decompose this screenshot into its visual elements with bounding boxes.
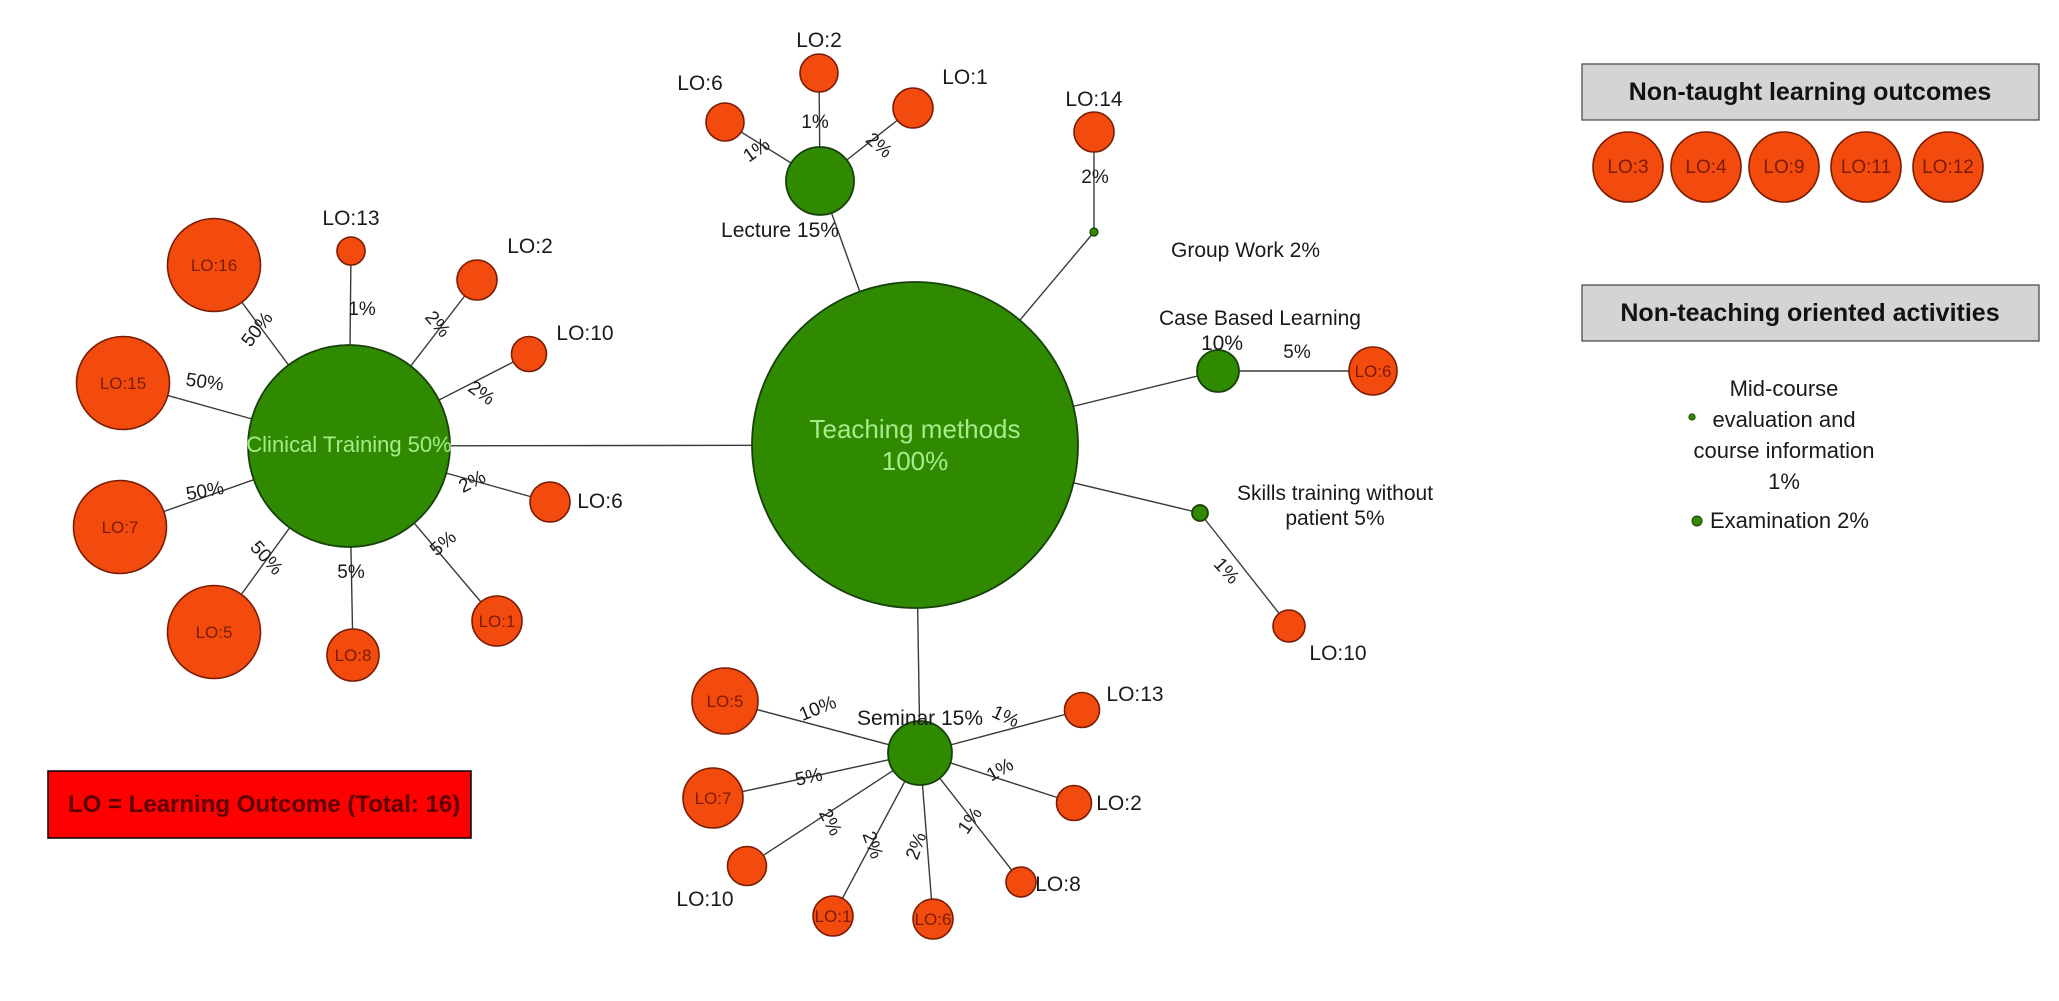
svg-text:LO:6: LO:6: [915, 910, 952, 929]
svg-text:Clinical Training 50%: Clinical Training 50%: [246, 432, 451, 457]
svg-text:LO:1: LO:1: [815, 907, 852, 926]
svg-text:LO:7: LO:7: [695, 789, 732, 808]
svg-text:LO = Learning Outcome (Total:: LO = Learning Outcome (Total: 16): [68, 791, 460, 818]
svg-text:Case Based Learning: Case Based Learning: [1159, 307, 1361, 330]
svg-text:evaluation and: evaluation and: [1712, 407, 1855, 432]
svg-text:1%: 1%: [348, 299, 376, 320]
svg-text:LO:13: LO:13: [322, 207, 379, 230]
svg-text:LO:10: LO:10: [556, 322, 613, 345]
svg-text:Teaching methods: Teaching methods: [809, 414, 1020, 444]
svg-text:LO:11: LO:11: [1841, 157, 1891, 178]
svg-text:LO:8: LO:8: [335, 646, 372, 665]
svg-text:LO:8: LO:8: [1035, 873, 1081, 896]
svg-text:LO:1: LO:1: [479, 612, 516, 631]
svg-text:LO:5: LO:5: [707, 692, 744, 711]
svg-text:LO:4: LO:4: [1685, 157, 1727, 178]
svg-text:LO:15: LO:15: [100, 374, 146, 393]
svg-text:Lecture 15%: Lecture 15%: [721, 219, 839, 242]
svg-text:patient 5%: patient 5%: [1285, 507, 1384, 530]
svg-text:LO:2: LO:2: [507, 235, 553, 258]
svg-text:LO:1: LO:1: [942, 66, 988, 89]
svg-text:Mid-course: Mid-course: [1730, 376, 1839, 401]
svg-text:100%: 100%: [882, 446, 949, 476]
svg-text:Non-teaching oriented activiti: Non-teaching oriented activities: [1620, 299, 1999, 327]
svg-text:Non-taught learning outcomes: Non-taught learning outcomes: [1629, 78, 1992, 106]
svg-text:LO:10: LO:10: [1309, 642, 1366, 665]
svg-text:Examination 2%: Examination 2%: [1710, 508, 1869, 533]
svg-text:LO:5: LO:5: [196, 623, 233, 642]
svg-text:Group Work 2%: Group Work 2%: [1171, 239, 1320, 262]
svg-text:LO:12: LO:12: [1922, 157, 1974, 178]
svg-text:10%: 10%: [1201, 332, 1243, 355]
svg-text:LO:6: LO:6: [677, 72, 723, 95]
svg-text:LO:9: LO:9: [1763, 157, 1804, 178]
svg-text:LO:13: LO:13: [1106, 683, 1163, 706]
svg-text:LO:3: LO:3: [1607, 157, 1648, 178]
svg-text:LO:6: LO:6: [1355, 362, 1392, 381]
svg-text:2%: 2%: [1081, 167, 1109, 188]
svg-text:Seminar 15%: Seminar 15%: [857, 707, 983, 730]
svg-text:5%: 5%: [1283, 342, 1311, 363]
svg-text:LO:7: LO:7: [102, 518, 139, 537]
svg-text:LO:16: LO:16: [191, 256, 237, 275]
svg-text:1%: 1%: [1768, 469, 1800, 494]
svg-text:LO:6: LO:6: [577, 490, 623, 513]
svg-text:LO:2: LO:2: [796, 29, 842, 52]
svg-text:course information: course information: [1694, 438, 1875, 463]
svg-text:1%: 1%: [801, 112, 829, 133]
svg-text:5%: 5%: [337, 562, 365, 583]
svg-text:LO:14: LO:14: [1065, 88, 1123, 111]
svg-text:Skills training without: Skills training without: [1237, 482, 1433, 505]
svg-text:LO:10: LO:10: [676, 888, 733, 911]
svg-text:LO:2: LO:2: [1096, 792, 1142, 815]
